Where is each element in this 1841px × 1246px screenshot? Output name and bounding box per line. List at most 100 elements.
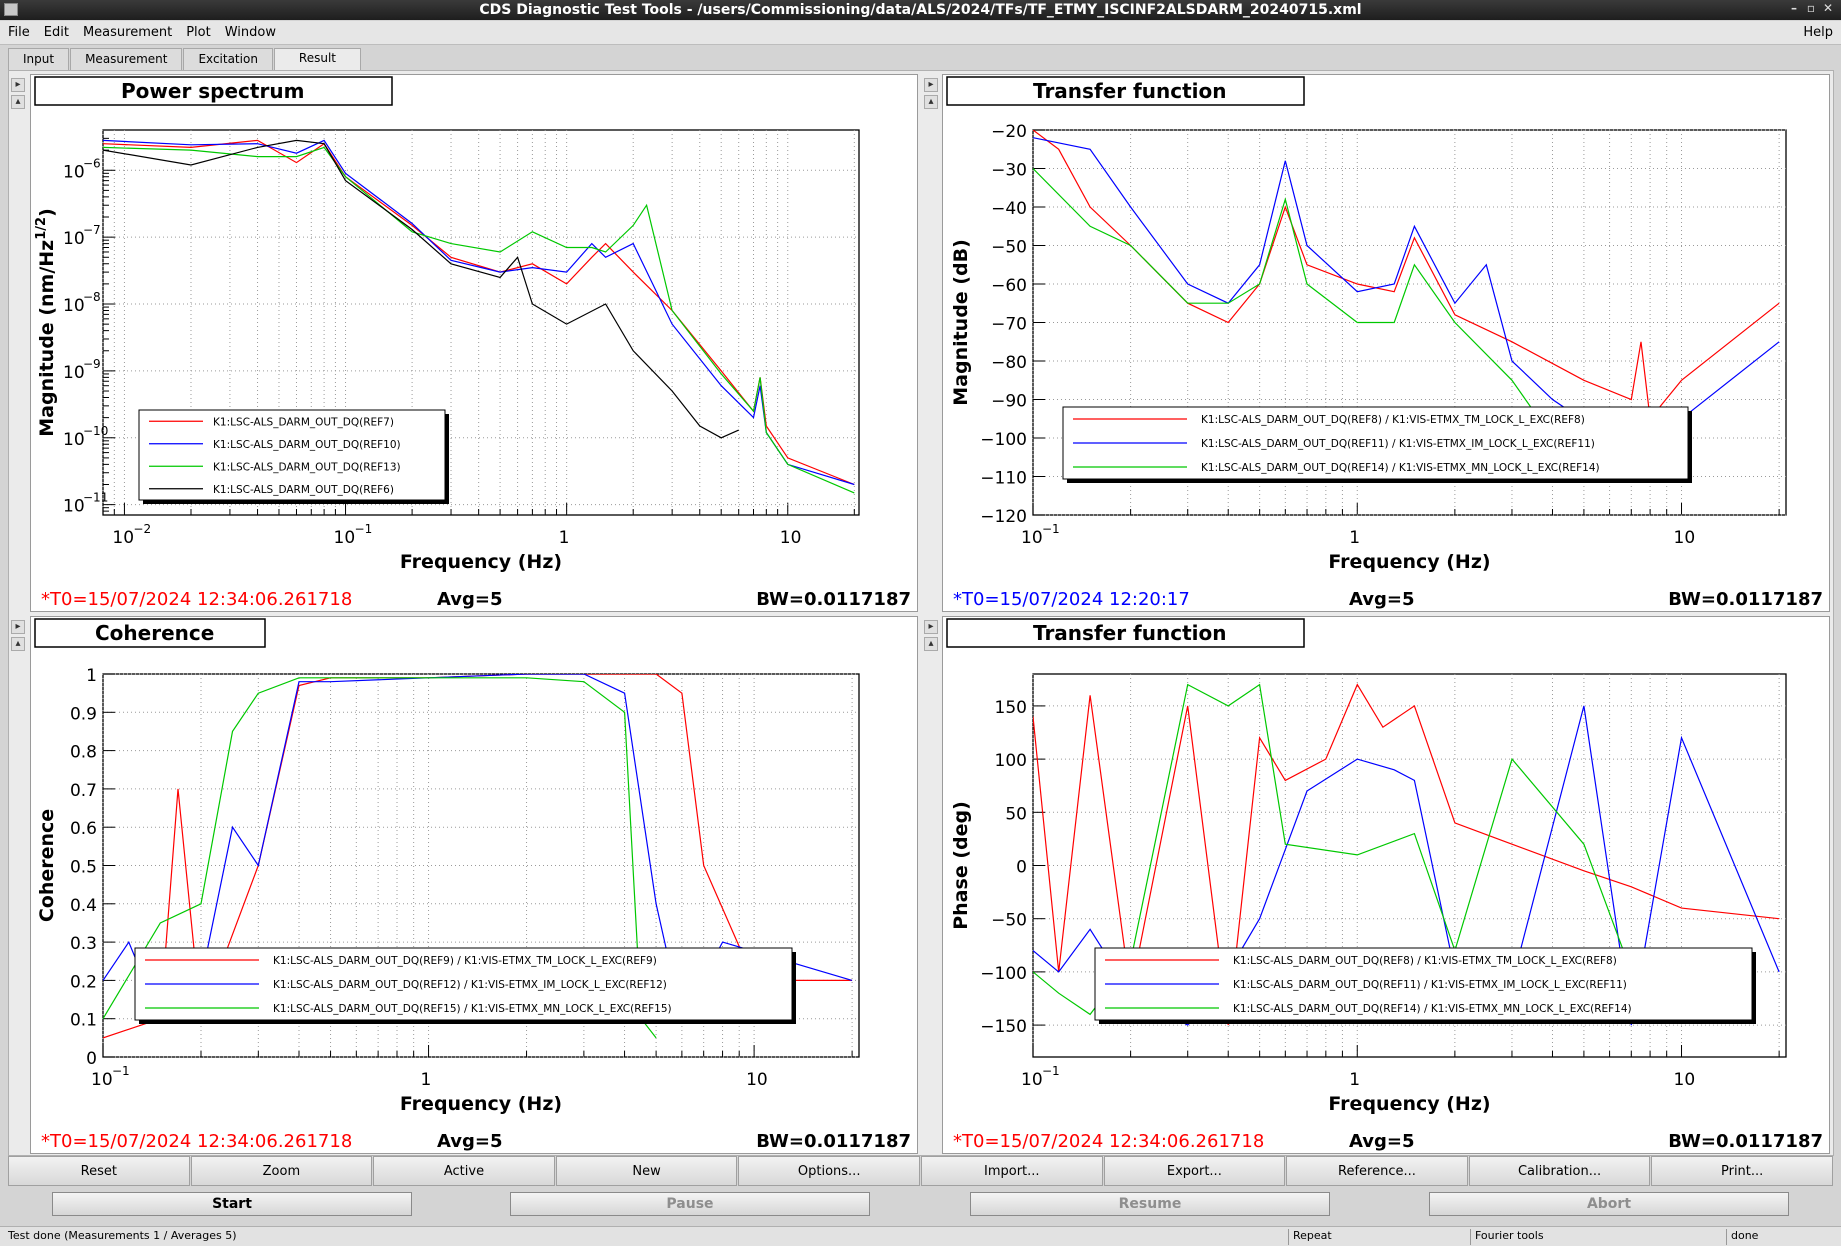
plot-panel-power-spectrum[interactable]: Power spectrum 10 −2 10 −1 1 10 10 −6 10 −7 10 −8 10−… xyxy=(30,74,918,612)
reset-button[interactable]: Reset xyxy=(8,1156,190,1186)
import-button[interactable]: Import... xyxy=(920,1156,1103,1186)
legend-label: K1:LSC-ALS_DARM_OUT_DQ(REF14) / K1:VIS-E… xyxy=(1201,462,1600,474)
collapse-arrow-icon[interactable]: ▴ xyxy=(924,95,938,109)
x-tick-label: 10 xyxy=(1674,1070,1696,1090)
legend-label: K1:LSC-ALS_DARM_OUT_DQ(REF10) xyxy=(213,439,401,451)
bw-label: BW=0.0117187 xyxy=(756,1131,911,1152)
abort-button[interactable]: Abort xyxy=(1429,1192,1789,1216)
panel-arrows-1: ▸ ▴ xyxy=(11,78,25,112)
print-button[interactable]: Print... xyxy=(1651,1156,1833,1186)
calibration-button[interactable]: Calibration... xyxy=(1468,1156,1651,1186)
minimize-icon[interactable]: – xyxy=(1791,1,1797,15)
t0-label: *T0=15/07/2024 12:34:06.261718 xyxy=(41,589,352,610)
menu-edit[interactable]: Edit xyxy=(43,25,69,40)
export-button[interactable]: Export... xyxy=(1103,1156,1286,1186)
close-icon[interactable]: ✕ xyxy=(1822,1,1833,15)
bw-label: BW=0.0117187 xyxy=(756,589,911,610)
active-button[interactable]: Active xyxy=(373,1156,555,1186)
options-button[interactable]: Options... xyxy=(738,1156,920,1186)
tab-excitation[interactable]: Excitation xyxy=(183,48,273,70)
x-axis-title: Frequency (Hz) xyxy=(1328,1093,1490,1115)
reference-button[interactable]: Reference... xyxy=(1286,1156,1468,1186)
y-tick-label: −120 xyxy=(980,507,1027,527)
legend-label: K1:LSC-ALS_DARM_OUT_DQ(REF13) xyxy=(213,461,401,473)
zoom-button[interactable]: Zoom xyxy=(190,1156,373,1186)
bw-label: BW=0.0117187 xyxy=(1668,589,1823,610)
t0-label: *T0=15/07/2024 12:34:06.261718 xyxy=(41,1131,352,1152)
y-tick-label: 0.4 xyxy=(70,896,97,916)
series-line-blue xyxy=(103,139,855,486)
y-tick-label: −60 xyxy=(991,276,1027,296)
y-tick-exponent: −6 xyxy=(83,156,101,170)
series-line-green xyxy=(103,677,657,1039)
menu-measurement[interactable]: Measurement xyxy=(82,25,173,40)
y-tick-exponent: −11 xyxy=(83,491,108,505)
y-tick-label: 100 xyxy=(995,751,1027,771)
y-tick-label: 0.6 xyxy=(70,819,97,839)
x-tick-label: 10 xyxy=(780,528,802,548)
collapse-arrow-icon[interactable]: ▴ xyxy=(11,637,25,651)
t0-label: *T0=15/07/2024 12:20:17 xyxy=(953,589,1190,610)
expand-arrow-icon[interactable]: ▸ xyxy=(11,620,25,634)
pause-button[interactable]: Pause xyxy=(510,1192,870,1216)
legend-label: K1:LSC-ALS_DARM_OUT_DQ(REF9) / K1:VIS-ET… xyxy=(273,955,657,967)
start-button[interactable]: Start xyxy=(52,1192,412,1216)
x-tick-exponent: −1 xyxy=(112,1064,130,1078)
control-row: Start Pause Resume Abort xyxy=(0,1192,1841,1220)
maximize-icon[interactable]: ▫ xyxy=(1806,1,1815,15)
legend-label: K1:LSC-ALS_DARM_OUT_DQ(REF15) / K1:VIS-E… xyxy=(273,1003,672,1015)
new-button[interactable]: New xyxy=(555,1156,738,1186)
y-tick-label: −80 xyxy=(991,353,1027,373)
title-bar: CDS Diagnostic Test Tools - /users/Commi… xyxy=(0,0,1841,20)
y-tick-label: 10 xyxy=(63,162,85,182)
menu-help[interactable]: Help xyxy=(1803,25,1833,40)
resume-button[interactable]: Resume xyxy=(970,1192,1330,1216)
x-tick-label: 1 xyxy=(1349,1070,1360,1090)
collapse-arrow-icon[interactable]: ▴ xyxy=(924,637,938,651)
plot-panel-transfer-magnitude[interactable]: Transfer function 10 −1 1 10 −20 −30 −40 −50 −60−… xyxy=(942,74,1830,612)
avg-label: Avg=5 xyxy=(1349,1131,1415,1152)
x-tick-label: 10 xyxy=(91,1070,113,1090)
y-tick-label: −40 xyxy=(991,199,1027,219)
plot-title-box xyxy=(34,618,266,648)
t0-label: *T0=15/07/2024 12:34:06.261718 xyxy=(953,1131,1264,1152)
x-tick-label: 10 xyxy=(1021,1070,1043,1090)
plot-title-box xyxy=(946,618,1305,648)
legend-label: K1:LSC-ALS_DARM_OUT_DQ(REF8) / K1:VIS-ET… xyxy=(1233,955,1617,967)
tab-measurement[interactable]: Measurement xyxy=(70,48,183,70)
tab-input[interactable]: Input xyxy=(8,48,70,70)
y-axis-title: Coherence xyxy=(36,809,58,922)
menu-file[interactable]: File xyxy=(8,25,30,40)
y-tick-label: −50 xyxy=(991,911,1027,931)
y-tick-label: −70 xyxy=(991,315,1027,335)
plot-panel-transfer-phase[interactable]: Transfer function 10 −1 1 10 150 100 50 0 −50 −100… xyxy=(942,616,1830,1154)
plot-title: Power spectrum xyxy=(121,79,304,103)
x-tick-exponent: −1 xyxy=(1042,522,1060,536)
y-tick-label: −110 xyxy=(980,469,1027,489)
y-tick-label: 150 xyxy=(995,698,1027,718)
menu-plot[interactable]: Plot xyxy=(186,25,211,40)
plot-title-box xyxy=(34,76,393,106)
avg-label: Avg=5 xyxy=(437,1131,503,1152)
y-tick-exponent: −9 xyxy=(83,357,101,371)
window-title: CDS Diagnostic Test Tools - /users/Commi… xyxy=(479,2,1362,18)
plot-title: Transfer function xyxy=(1033,79,1226,103)
status-message: Test done (Measurements 1 / Averages 5) xyxy=(8,1229,237,1242)
tab-result[interactable]: Result xyxy=(273,48,361,70)
x-axis-title: Frequency (Hz) xyxy=(1328,551,1490,573)
expand-arrow-icon[interactable]: ▸ xyxy=(924,78,938,92)
x-tick-label: 10 xyxy=(1021,528,1043,548)
panel-arrows-2: ▸ ▴ xyxy=(924,78,938,112)
menu-window[interactable]: Window xyxy=(224,25,276,40)
collapse-arrow-icon[interactable]: ▴ xyxy=(11,95,25,109)
status-bar: Test done (Measurements 1 / Averages 5) … xyxy=(0,1226,1841,1246)
plot-panel-coherence[interactable]: Coherence 10 −1 1 10 1 0.9 0.8 0.7 0.6 0.5 0.4 0.3 0.… xyxy=(30,616,918,1154)
expand-arrow-icon[interactable]: ▸ xyxy=(11,78,25,92)
plot-title: Coherence xyxy=(95,621,214,645)
expand-arrow-icon[interactable]: ▸ xyxy=(924,620,938,634)
avg-label: Avg=5 xyxy=(437,589,503,610)
